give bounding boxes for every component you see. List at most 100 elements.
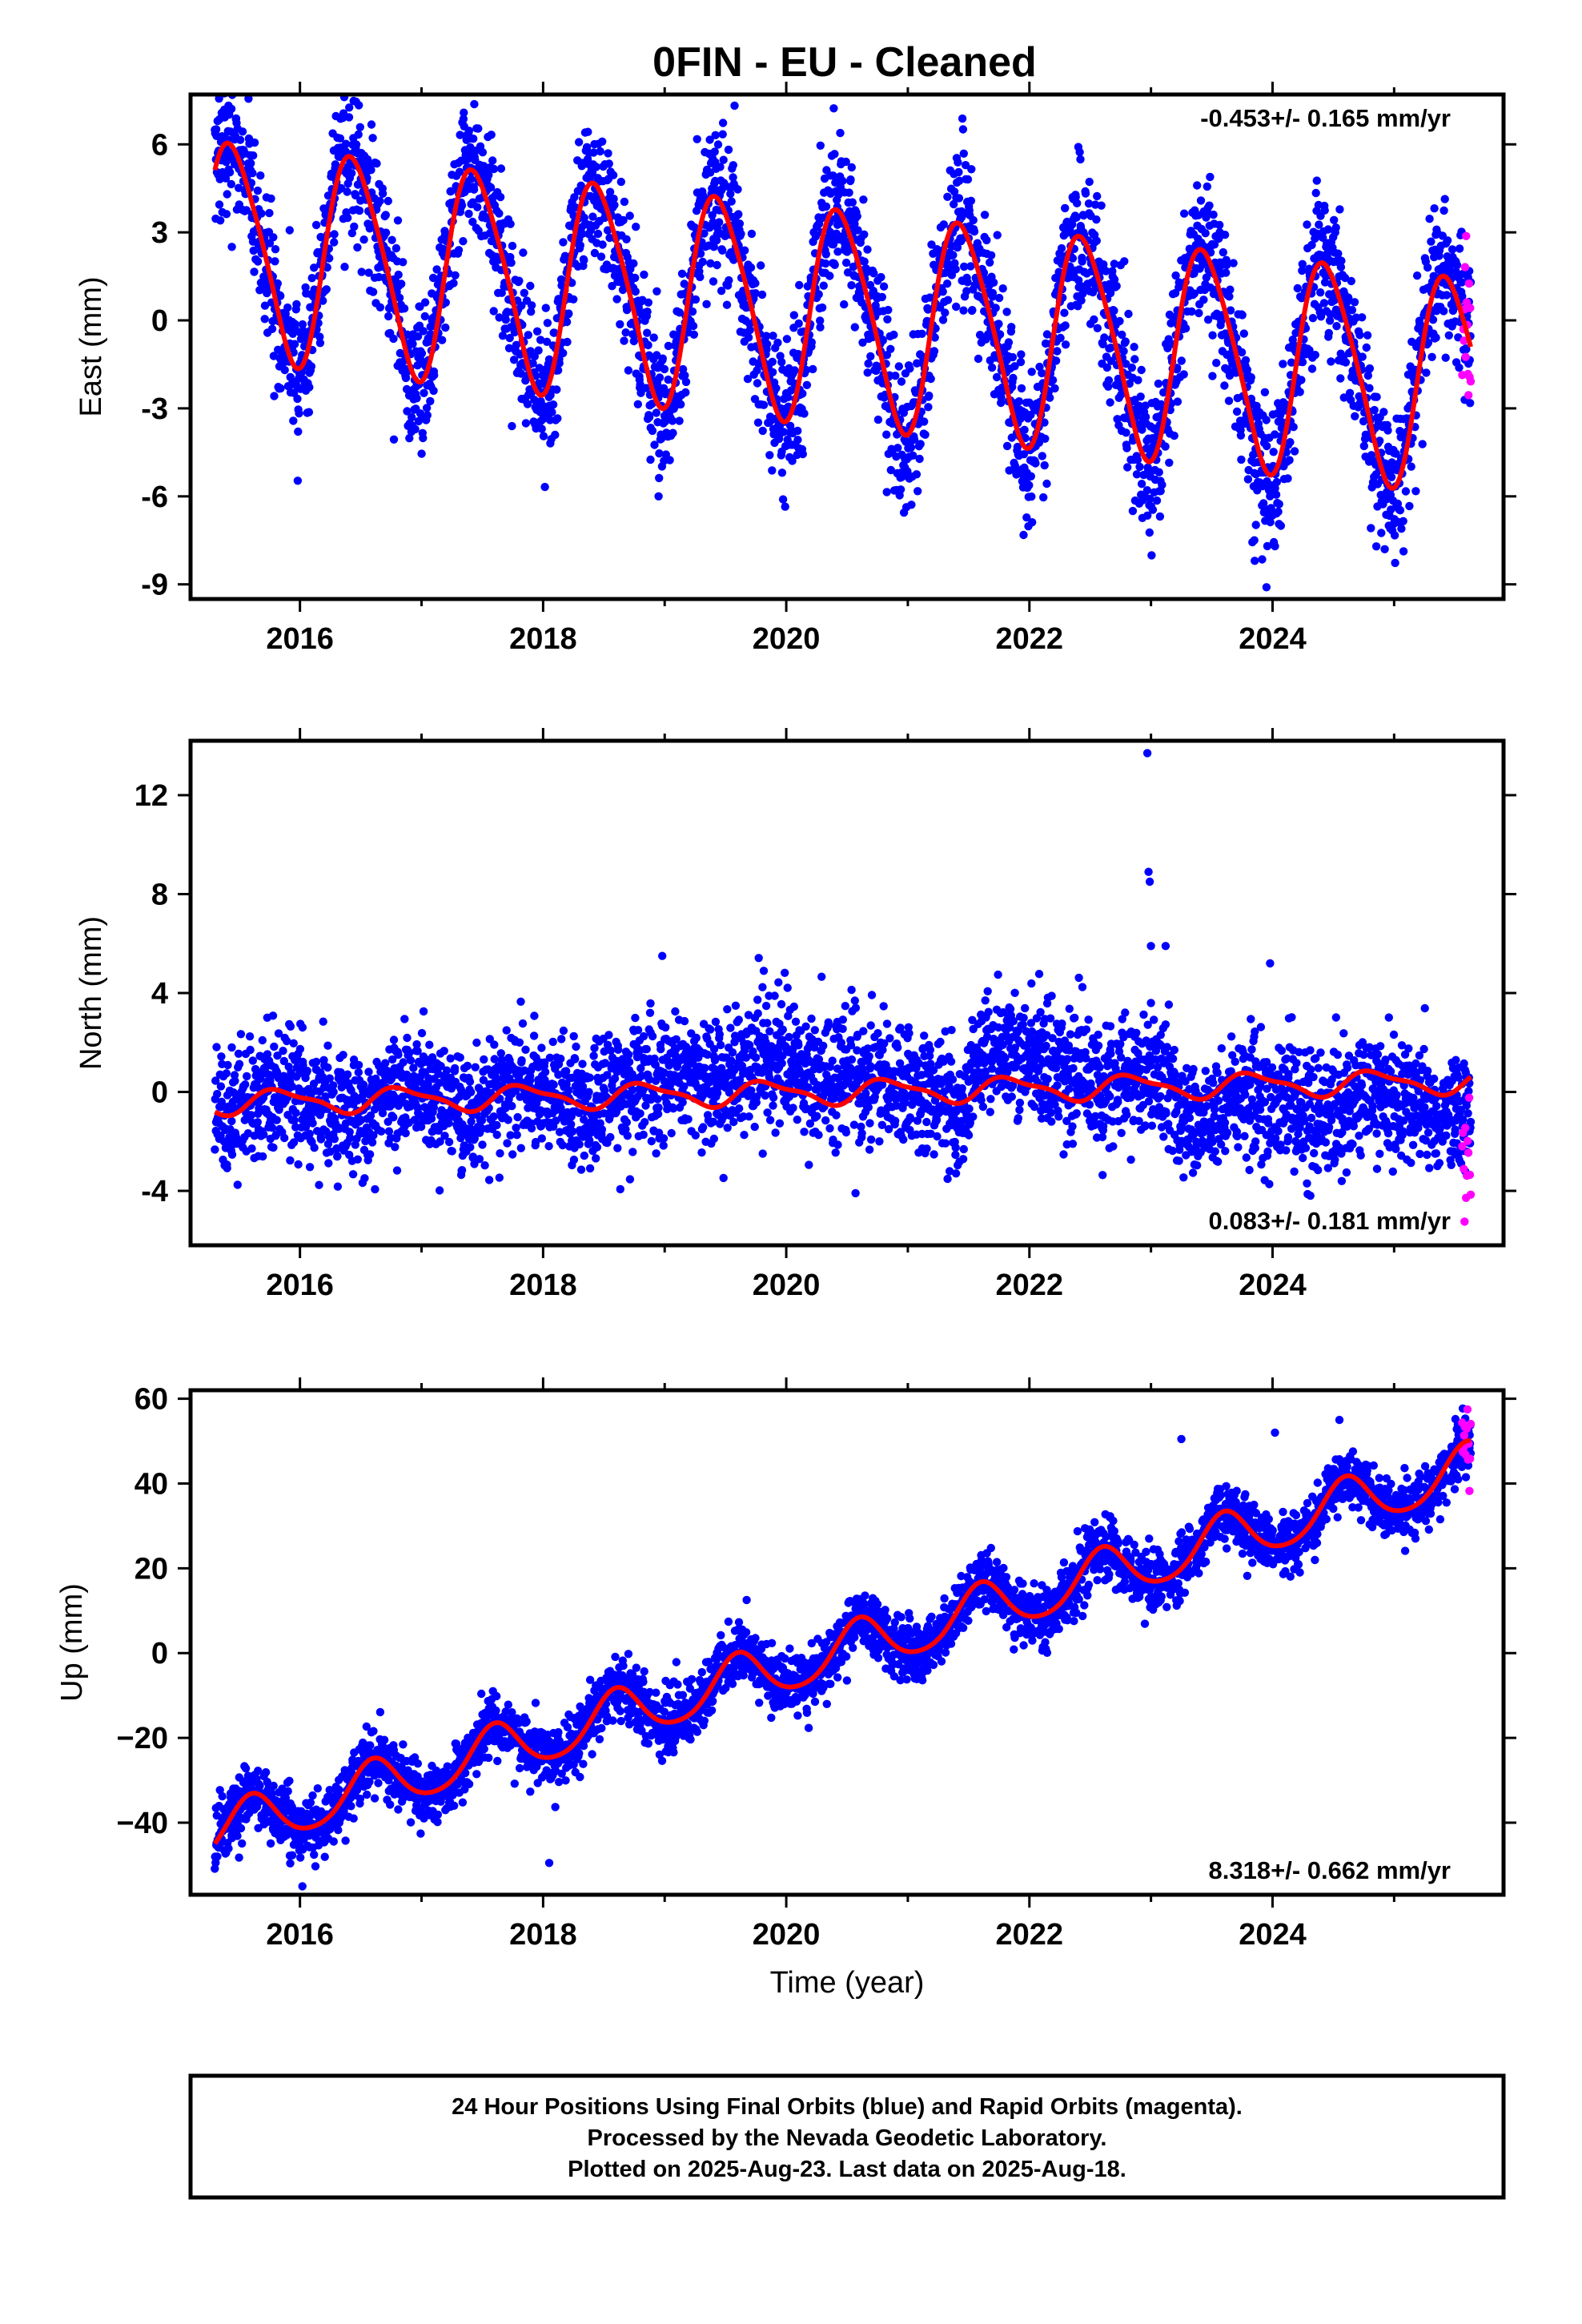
data-point (519, 248, 528, 257)
data-point (267, 324, 277, 333)
data-point (419, 327, 428, 336)
data-point (323, 191, 333, 200)
data-point (1040, 418, 1049, 427)
data-point (783, 392, 793, 402)
data-point (1365, 384, 1374, 392)
data-point (235, 1059, 244, 1068)
data-point (569, 1156, 579, 1164)
data-point (768, 466, 777, 475)
data-point (518, 1019, 528, 1028)
data-point (1283, 474, 1292, 483)
data-point (1224, 396, 1234, 405)
data-point (1303, 220, 1311, 229)
data-point (848, 198, 857, 207)
data-point (788, 456, 797, 465)
data-point (1137, 480, 1146, 489)
data-point (1158, 480, 1166, 489)
data-point (958, 125, 968, 134)
data-point (389, 1035, 399, 1044)
east-frame (188, 92, 1506, 601)
data-point (860, 230, 869, 239)
data-point (952, 302, 961, 312)
data-point (1210, 240, 1219, 249)
data-point (542, 337, 552, 346)
data-point (420, 312, 429, 321)
data-point (1164, 335, 1173, 344)
data-point (1136, 392, 1145, 401)
data-point (584, 1088, 593, 1096)
data-point (814, 290, 823, 299)
data-point (336, 1068, 345, 1077)
data-point (330, 230, 339, 239)
data-point (1104, 376, 1114, 385)
data-point (1324, 328, 1334, 338)
data-point (391, 1143, 400, 1152)
data-point (669, 428, 677, 437)
data-point (222, 210, 231, 219)
data-point (527, 308, 536, 316)
data-point (250, 267, 259, 276)
data-point (1127, 363, 1137, 372)
data-point (298, 1023, 307, 1032)
data-point (1399, 517, 1407, 525)
east-rapid-points (1458, 231, 1476, 400)
data-point (253, 1118, 262, 1127)
data-point (513, 1112, 522, 1122)
data-point (279, 1056, 288, 1066)
data-point (620, 336, 628, 345)
data-point (450, 1063, 460, 1073)
data-point (1203, 182, 1212, 191)
data-point (624, 1050, 633, 1059)
data-point (1367, 524, 1375, 533)
data-point (274, 1029, 283, 1038)
data-point (1290, 447, 1299, 456)
data-point (295, 409, 303, 418)
data-point (620, 197, 629, 207)
data-point (994, 293, 1004, 303)
data-point (383, 196, 392, 206)
data-point (1025, 480, 1034, 490)
data-point (793, 436, 802, 444)
data-point (858, 338, 867, 347)
data-point (1068, 254, 1078, 263)
data-point (1106, 398, 1114, 407)
data-point (882, 351, 892, 360)
data-point (1238, 311, 1247, 320)
data-point (734, 210, 743, 219)
data-point (619, 215, 628, 225)
data-point (954, 158, 962, 167)
data-point (403, 407, 412, 416)
data-point (435, 1186, 444, 1195)
data-point (540, 482, 549, 492)
y-tick-label: -3 (141, 392, 168, 426)
data-point (882, 488, 891, 497)
data-point (779, 428, 788, 436)
data-point (1429, 271, 1438, 280)
data-point (345, 1128, 354, 1136)
data-point (227, 1150, 237, 1160)
data-point (420, 388, 428, 397)
data-point (622, 305, 632, 315)
data-point (706, 259, 715, 268)
data-point (829, 104, 838, 113)
data-point (954, 167, 963, 177)
data-point (389, 1113, 398, 1122)
data-point (652, 351, 661, 360)
data-point (490, 1055, 499, 1063)
data-point (1042, 479, 1051, 489)
data-point (1075, 147, 1084, 157)
data-point (864, 359, 873, 368)
data-point (527, 1124, 536, 1133)
data-point (696, 272, 705, 282)
data-point (543, 319, 552, 328)
data-point (350, 222, 359, 231)
data-point (636, 388, 645, 397)
data-point (253, 257, 263, 266)
data-point (493, 1075, 502, 1084)
data-point (1092, 215, 1101, 224)
data-point (744, 333, 753, 342)
data-point (1123, 463, 1132, 472)
data-point (909, 451, 917, 460)
data-point (216, 1082, 226, 1091)
